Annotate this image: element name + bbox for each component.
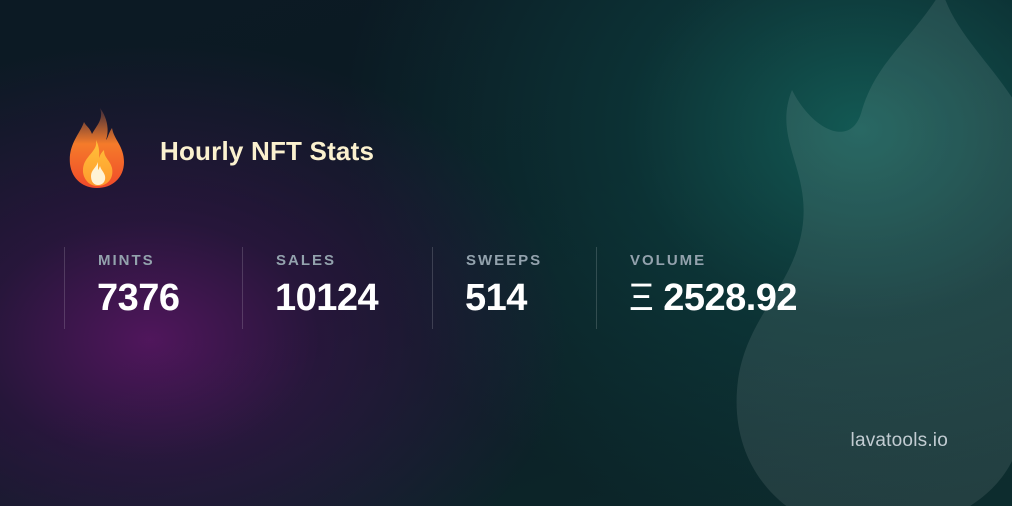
- eth-symbol: Ξ: [629, 277, 654, 319]
- stat-value: 514: [465, 277, 527, 319]
- header: Hourly NFT Stats: [66, 106, 374, 190]
- stat-value-volume: Ξ 2528.92: [629, 277, 798, 320]
- stat-label: VOLUME: [630, 252, 707, 269]
- page-title: Hourly NFT Stats: [160, 135, 375, 166]
- stat-volume: VOLUME Ξ 2528.92: [596, 247, 798, 329]
- brand-footer: lavatools.io: [850, 430, 948, 451]
- stat-mints: MINTS 7376: [64, 247, 180, 329]
- fire-icon: [69, 108, 124, 188]
- stat-label: SWEEPS: [466, 252, 543, 269]
- stat-sweeps: SWEEPS 514: [432, 247, 540, 329]
- background-flame-watermark: [736, 0, 1012, 506]
- stat-sales: SALES 10124: [242, 247, 379, 329]
- stat-value: 2528.92: [663, 277, 798, 319]
- stat-label: MINTS: [98, 252, 155, 269]
- stat-value: 7376: [97, 277, 180, 319]
- stat-label: SALES: [276, 252, 337, 269]
- stat-value: 10124: [275, 277, 379, 319]
